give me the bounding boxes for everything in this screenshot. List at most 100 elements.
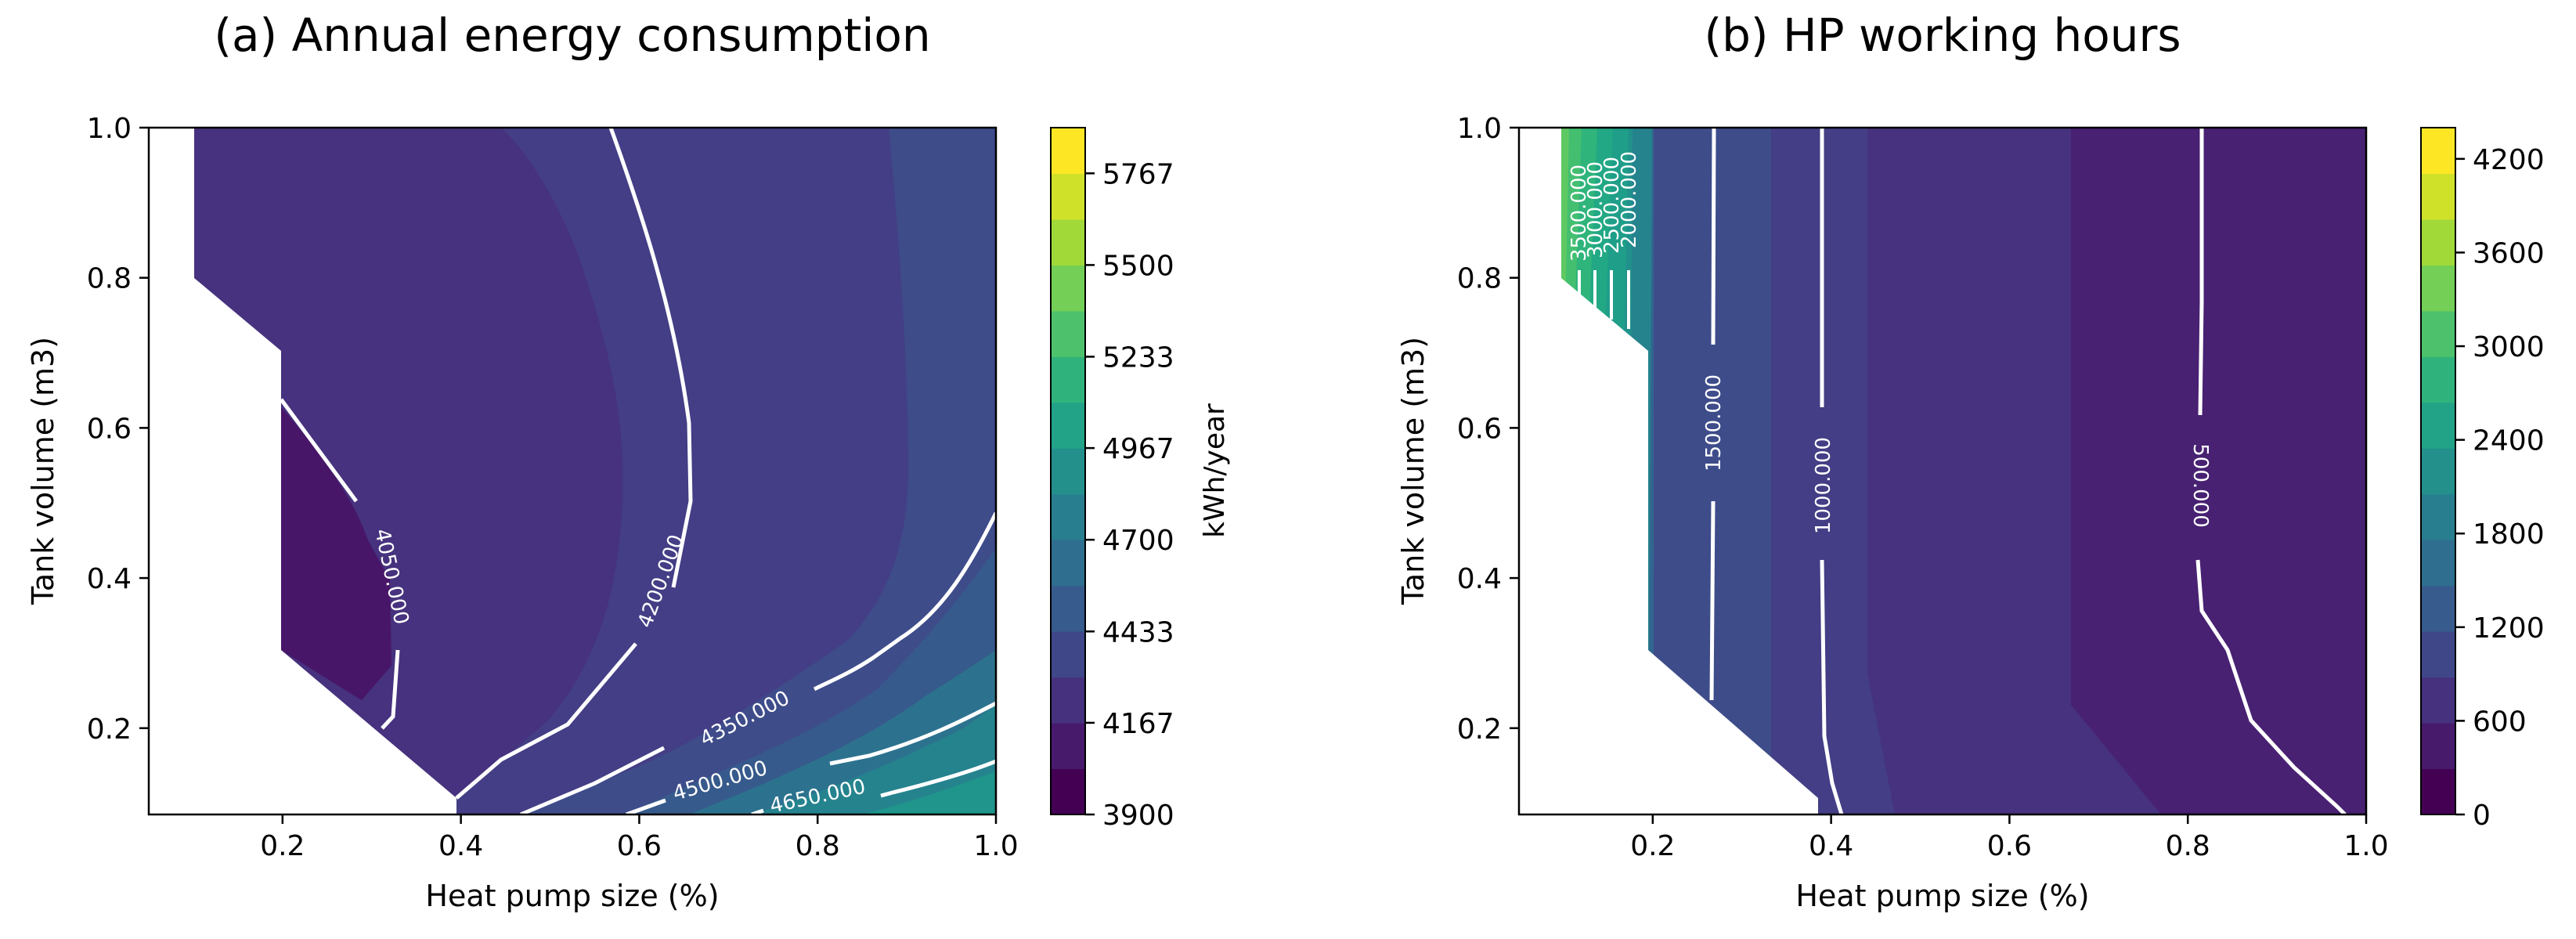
panel-a-colorbar-tick-label: 4700 — [1102, 525, 1174, 557]
panel-a-colorbar-level — [1051, 448, 1085, 495]
panel-b-ytick-label: 0.6 — [1457, 413, 1502, 445]
panel-a-colorbar-tick-label: 3900 — [1102, 800, 1174, 832]
panel-a-ytick-label: 0.4 — [87, 563, 132, 595]
panel-b-xtick-label: 1.0 — [2343, 830, 2388, 862]
panel-b-contour-line-500b — [2195, 559, 2347, 814]
panel-b-colorbar-level — [2421, 540, 2455, 587]
panel-b-colorbar-levels — [2421, 128, 2455, 815]
panel-b-colorbar-frame — [2420, 127, 2456, 815]
panel-a-band-4350 — [517, 128, 996, 814]
panel-b-colorbar-tick-label: 1800 — [2473, 518, 2545, 551]
panel-b-colorbar-level — [2421, 173, 2455, 220]
panel-a-colorbar-tick-label: 5500 — [1102, 250, 1174, 282]
panel-a-colorbar-level — [1051, 218, 1085, 265]
panel-a-colorbar-level — [1051, 265, 1085, 312]
panel-b-xlabel: Heat pump size (%) — [1795, 879, 2089, 913]
panel-b-colorbar-ticks: 0 600 1200 1800 2400 3000 3600 4200 — [2455, 144, 2545, 832]
panel-a-contour-line-4350b — [520, 746, 666, 814]
panel-b-colorbar-level — [2421, 677, 2455, 724]
panel-a-colorbar-level — [1051, 356, 1085, 403]
panel-a-xtick-label: 0.6 — [617, 830, 662, 862]
panel-b-missing-region — [1519, 128, 1818, 814]
panel-a-contour-line-4500 — [829, 701, 996, 766]
panel-b-contour-label-1000: 1000.000 — [1812, 437, 1835, 534]
panel-a-contour-line-4350 — [813, 511, 996, 692]
panel-b-title: (b) HP working hours — [1704, 9, 2181, 62]
panel-b-colorbar-level — [2421, 128, 2455, 175]
panel-b-colorbar-level — [2421, 585, 2455, 632]
panel-b-colorbar-level — [2421, 493, 2455, 540]
panel-b-colorbar-level — [2421, 265, 2455, 312]
panel-b-contour-label-500: 500.000 — [2188, 443, 2212, 528]
panel-a-contour-line-4050b — [381, 649, 400, 730]
panel-a-colorbar-label: kWh/year — [1199, 403, 1231, 538]
panel-a-colorbar-level — [1051, 310, 1085, 357]
panel-b-colorbar-tick-label: 3000 — [2473, 331, 2545, 363]
panel-b-colorbar-level — [2421, 356, 2455, 403]
panel-b-colorbar-level — [2421, 723, 2455, 770]
panel-b-colorbar-tick-label: 4200 — [2473, 144, 2545, 176]
panel-a-contour-line-4200 — [608, 128, 693, 588]
panel-b-contour-line-500 — [2198, 128, 2204, 416]
panel-a-xtick-label: 1.0 — [973, 830, 1018, 862]
panel-a-band-4750 — [861, 771, 996, 814]
panel-b-xtick-label: 0.8 — [2166, 830, 2210, 862]
panel-b-colorbar-tick-label: 0 — [2473, 800, 2491, 832]
panel-a-colorbar-level — [1051, 402, 1085, 449]
panel-b: (b) HP working hours — [1396, 9, 2545, 913]
panel-a-ytick-label: 0.6 — [87, 413, 132, 445]
panel-a-missing-region — [149, 128, 456, 814]
panel-b-contour-label-2500: 2500.000 — [1600, 157, 1624, 254]
panel-b-contour-line-1500b — [1709, 500, 1716, 701]
panel-a-ytick-label: 0.2 — [87, 713, 132, 746]
panel-b-colorbar-level — [2421, 448, 2455, 495]
panel-b-contour-label-3000: 3000.000 — [1584, 161, 1607, 258]
panel-a-colorbar-level — [1051, 493, 1085, 540]
panel-b-ticks: 0.2 0.4 0.6 0.8 1.0 0.2 0.4 0.6 0.8 1.0 — [1457, 113, 2389, 862]
panel-a-xtick-label: 0.2 — [260, 830, 305, 862]
panel-b-ytick-label: 1.0 — [1457, 113, 1502, 145]
panel-a-contour-line-4050 — [279, 398, 359, 503]
panel-a-colorbar-level — [1051, 768, 1085, 815]
panel-b-colorbar-level — [2421, 768, 2455, 815]
panel-b-xtick-label: 0.2 — [1630, 830, 1675, 862]
panel-a-colorbar-levels — [1051, 128, 1085, 815]
panel-a-colorbar: 3900 4167 4433 4700 4967 5233 5500 5767 kWh/yea… — [1050, 127, 1231, 832]
panel-b-colorbar-level — [2421, 218, 2455, 265]
panel-a-xlabel: Heat pump size (%) — [425, 879, 719, 913]
panel-b-contour-field: 500.000 1000.000 1500.000 2000.000 2500.… — [1519, 128, 2366, 814]
panel-a-xtick-label: 0.8 — [796, 830, 840, 862]
panel-b-ytick-label: 0.8 — [1457, 263, 1502, 295]
panel-a-ytick-label: 0.8 — [87, 263, 132, 295]
panel-a-contour-field: 4050.000 4200.000 4350.000 4500.000 4650… — [149, 128, 996, 814]
panel-a-contour-line-4200b — [455, 642, 637, 800]
panel-a-colorbar-level — [1051, 540, 1085, 587]
panel-a-colorbar-level — [1051, 128, 1085, 175]
panel-b-frame — [1517, 126, 2368, 816]
panel-b-contour-label-1500: 1500.000 — [1702, 374, 1726, 471]
panel-a-frame — [147, 126, 998, 816]
panel-a-contour-line-4650 — [880, 759, 996, 798]
panel-b-colorbar-level — [2421, 402, 2455, 449]
panel-b-colorbar-tick-label: 1200 — [2473, 612, 2545, 645]
panel-b-ytick-label: 0.2 — [1457, 713, 1502, 746]
panel-a-colorbar-level — [1051, 173, 1085, 220]
panel-b-contour-label-3500: 3500.000 — [1568, 164, 1591, 262]
panel-b-ytick-label: 0.4 — [1457, 563, 1502, 595]
panel-a-colorbar-tick-label: 4167 — [1102, 708, 1174, 740]
panel-a-ytick-label: 1.0 — [87, 113, 132, 145]
panel-a-colorbar-ticks: 3900 4167 4433 4700 4967 5233 5500 5767 — [1085, 158, 1174, 832]
panel-b-colorbar-level — [2421, 310, 2455, 357]
panel-a-colorbar-tick-label: 5233 — [1102, 341, 1174, 374]
panel-b-xtick-label: 0.4 — [1809, 830, 1853, 862]
panel-a-colorbar-level — [1051, 677, 1085, 724]
panel-a-colorbar-level — [1051, 585, 1085, 632]
panel-b-ylabel: Tank volume (m3) — [1396, 337, 1431, 605]
panel-b-contour-line-1500 — [1711, 128, 1716, 345]
panel-a-ticks: 0.2 0.4 0.6 0.8 1.0 0.2 0.4 0.6 0.8 1.0 — [87, 113, 1019, 862]
panel-b-colorbar-tick-label: 2400 — [2473, 425, 2545, 457]
panel-a-contour-line-4500b — [626, 798, 666, 814]
panel-a-xtick-label: 0.4 — [438, 830, 483, 862]
panel-a-title: (a) Annual energy consumption — [214, 9, 930, 62]
panel-b-colorbar: 0 600 1200 1800 2400 3000 3600 4200 — [2420, 127, 2545, 832]
